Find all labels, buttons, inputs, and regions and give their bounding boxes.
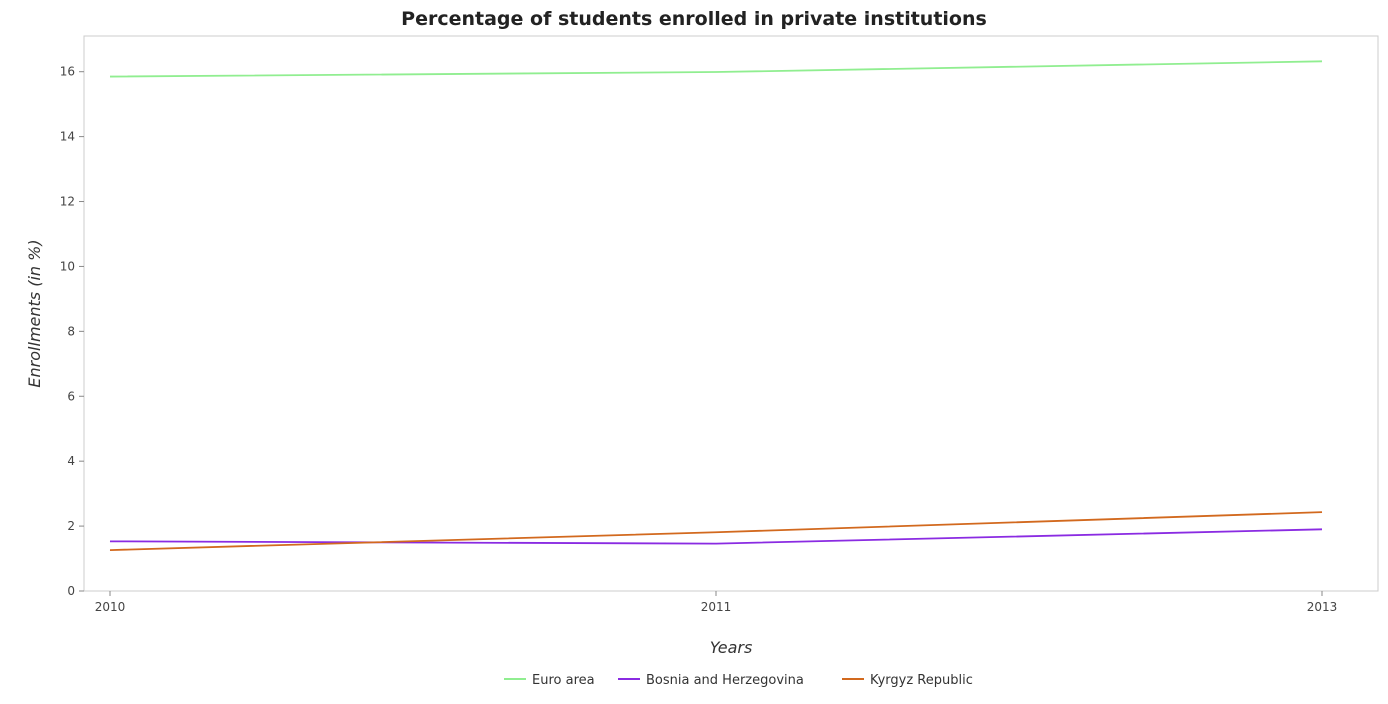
legend-label-0: Euro area (532, 673, 595, 688)
y-tick-label: 10 (60, 259, 75, 273)
x-tick-label: 2013 (1307, 600, 1338, 614)
x-axis-label: Years (710, 638, 753, 657)
series-lines (110, 61, 1322, 550)
x-axis-ticks: 2010 2011 2013 (95, 591, 1338, 614)
y-tick-label: 2 (67, 519, 75, 533)
legend-label-1: Bosnia and Herzegovina (646, 673, 804, 688)
y-tick-label: 16 (60, 65, 75, 79)
y-tick-label: 6 (67, 389, 75, 403)
x-tick-label: 2011 (701, 600, 732, 614)
y-tick-label: 14 (60, 130, 75, 144)
y-tick-label: 4 (67, 454, 75, 468)
series-line-0 (110, 61, 1322, 76)
y-tick-label: 12 (60, 195, 75, 209)
legend-label-2: Kyrgyz Republic (870, 673, 973, 688)
y-tick-label: 0 (67, 584, 75, 598)
y-axis-ticks: 0 2 4 6 8 10 12 14 16 (60, 65, 84, 598)
plot-frame (84, 36, 1378, 591)
y-tick-label: 8 (67, 324, 75, 338)
x-tick-label: 2010 (95, 600, 126, 614)
y-axis-label: Enrollments (in %) (25, 239, 44, 387)
legend: Euro area Bosnia and Herzegovina Kyrgyz Re… (504, 673, 973, 688)
chart-title: Percentage of students enrolled in priva… (401, 8, 987, 30)
